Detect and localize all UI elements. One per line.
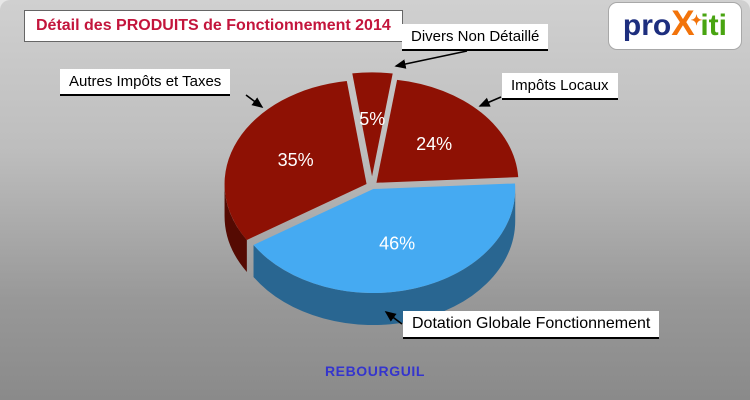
pie-slice [224, 81, 367, 240]
slice-percent-label: 24% [416, 134, 452, 154]
commune-name: REBOURGUIL [324, 363, 426, 379]
slice-percent-label: 46% [379, 234, 415, 254]
callout-line [384, 311, 403, 325]
callout-line [245, 94, 264, 108]
callout-impots-locaux: Impôts Locaux [502, 73, 618, 100]
slice-percent-label: 5% [359, 109, 385, 129]
callout-line [394, 50, 468, 69]
pie-slices [224, 72, 519, 326]
pie-slice [352, 72, 393, 177]
chart-title: Détail des PRODUITS de Fonctionnement 20… [24, 10, 403, 42]
pie-percent-labels: 5% 24% 46% 35% [278, 109, 453, 253]
pie-slice [376, 79, 519, 183]
callout-divers-non-detaille: Divers Non Détaillé [402, 24, 549, 51]
pie-slice-side [253, 189, 516, 326]
logo-iti: iti [700, 9, 727, 42]
pie-slice [253, 183, 516, 294]
callout-arrows [245, 50, 502, 325]
slice-percent-label: 35% [278, 150, 314, 170]
callout-line [478, 96, 502, 107]
pie-slice-side [224, 183, 247, 272]
callout-autres-impots-et-taxes: Autres Impôts et Taxes [60, 69, 231, 96]
logo-pro: pro [622, 9, 672, 42]
proxiti-logo: proX✦iti [607, 2, 742, 50]
logo-x: X [671, 4, 695, 43]
callout-dotation-globale-fonctionnement: Dotation Globale Fonctionnement [403, 311, 660, 339]
logo-star-icon: ✦ [690, 12, 703, 28]
